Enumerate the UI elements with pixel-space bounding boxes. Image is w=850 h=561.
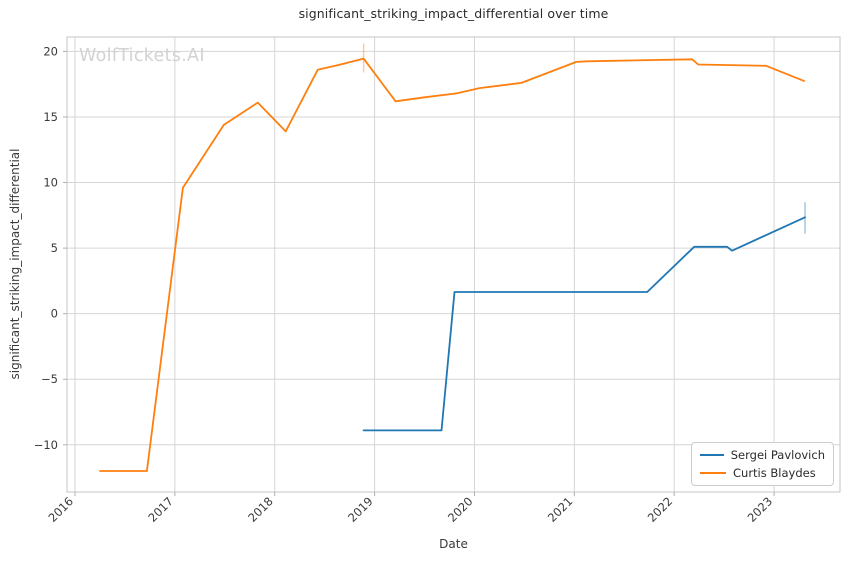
x-tick-label: 2018	[245, 494, 276, 525]
legend-label: Curtis Blaydes	[733, 466, 816, 480]
y-tick-label: −10	[34, 438, 58, 452]
chart-title: significant_striking_impact_differential…	[298, 6, 609, 21]
x-axis-label: Date	[439, 537, 468, 551]
y-tick-label: 5	[51, 241, 58, 255]
x-tick-label: 2023	[745, 494, 776, 525]
legend-line-swatch-blue	[700, 454, 724, 456]
y-tick-label: 20	[43, 44, 58, 58]
x-tick-label: 2016	[46, 494, 77, 525]
x-tick-label: 2021	[545, 494, 576, 525]
series-line-sergei-pavlovich	[362, 216, 806, 432]
x-tick-label: 2020	[445, 494, 476, 525]
plot-border	[66, 36, 841, 493]
legend-line-swatch-orange	[700, 472, 726, 474]
x-tick-label: 2017	[145, 494, 176, 525]
legend: Sergei Pavlovich Curtis Blaydes	[691, 442, 834, 486]
y-axis-label: significant_striking_impact_differential	[8, 148, 22, 380]
y-tick-label: −5	[41, 372, 58, 386]
legend-entry-curtis-blaydes: Curtis Blaydes	[700, 466, 825, 480]
x-tick-label: 2019	[345, 494, 376, 525]
x-tick-label: 2022	[645, 494, 676, 525]
legend-label: Sergei Pavlovich	[730, 448, 825, 462]
watermark: WolfTickets.AI	[79, 46, 205, 66]
y-tick-label: 15	[43, 110, 58, 124]
legend-entry-sergei-pavlovich: Sergei Pavlovich	[700, 448, 825, 462]
series-line-curtis-blaydes	[99, 57, 805, 472]
y-tick-label: 10	[43, 176, 58, 190]
y-tick-label: 0	[51, 307, 58, 321]
